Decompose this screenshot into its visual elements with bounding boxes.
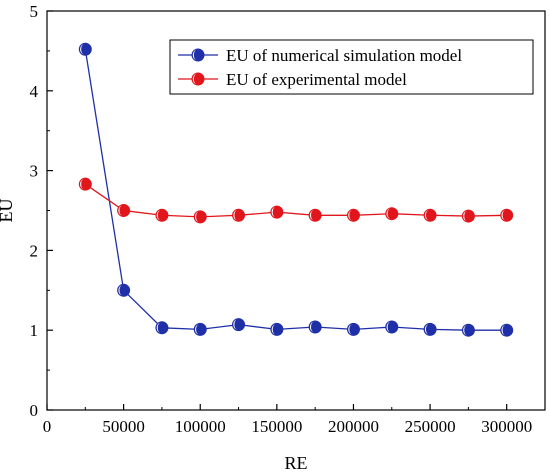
data-point-series-1 xyxy=(500,208,514,222)
data-point-series-1 xyxy=(385,207,399,221)
x-tick-label: 0 xyxy=(43,417,52,436)
x-tick-label: 200000 xyxy=(328,417,379,436)
x-axis-title: RE xyxy=(284,453,307,473)
data-point-series-1 xyxy=(117,204,131,217)
legend-marker-0 xyxy=(191,48,205,62)
x-tick-label: 150000 xyxy=(251,417,302,436)
series-layer xyxy=(78,42,514,337)
data-point-series-0 xyxy=(117,283,131,297)
data-point-series-0 xyxy=(308,320,322,334)
data-point-series-1 xyxy=(232,208,246,222)
data-point-series-1 xyxy=(461,209,475,223)
legend-label-1: EU of experimental model xyxy=(226,70,407,89)
legend-box xyxy=(169,39,534,95)
data-point-series-1 xyxy=(308,208,322,222)
data-point-series-0 xyxy=(461,323,475,337)
y-tick-label: 3 xyxy=(30,162,39,181)
y-tick-label: 2 xyxy=(30,241,39,260)
y-tick-label: 0 xyxy=(30,401,39,420)
x-tick-label: 50000 xyxy=(102,417,145,436)
data-point-series-1 xyxy=(155,208,169,222)
y-tick-label: 4 xyxy=(30,82,39,101)
y-tick-label: 5 xyxy=(30,2,39,21)
data-point-series-0 xyxy=(232,318,246,332)
data-point-series-0 xyxy=(385,320,399,334)
legend-marker-1 xyxy=(191,72,205,86)
x-tick-label: 100000 xyxy=(175,417,226,436)
data-point-series-0 xyxy=(193,322,207,336)
y-tick-label: 1 xyxy=(30,321,39,340)
data-point-series-0 xyxy=(346,322,360,336)
data-point-series-0 xyxy=(78,42,92,56)
data-point-series-0 xyxy=(270,322,284,336)
axis-layer: 0 50000 100000 150000 200000 250000 300000 0 1 2 3… xyxy=(30,2,533,436)
y-axis-title: EU xyxy=(0,199,16,223)
legend-label-0: EU of numerical simulation model xyxy=(226,46,462,65)
x-tick-label: 300000 xyxy=(481,417,532,436)
data-point-series-1 xyxy=(346,208,360,222)
data-point-series-1 xyxy=(270,205,284,219)
data-point-series-0 xyxy=(423,322,437,336)
legend: EU of numerical simulation model EU of ex… xyxy=(169,39,534,95)
data-point-series-1 xyxy=(423,208,437,222)
series-line-1 xyxy=(84,183,507,218)
data-point-series-1 xyxy=(193,210,207,224)
x-tick-label: 250000 xyxy=(405,417,456,436)
data-point-series-0 xyxy=(500,323,514,337)
data-point-series-1 xyxy=(78,177,92,191)
data-point-series-0 xyxy=(155,321,169,335)
